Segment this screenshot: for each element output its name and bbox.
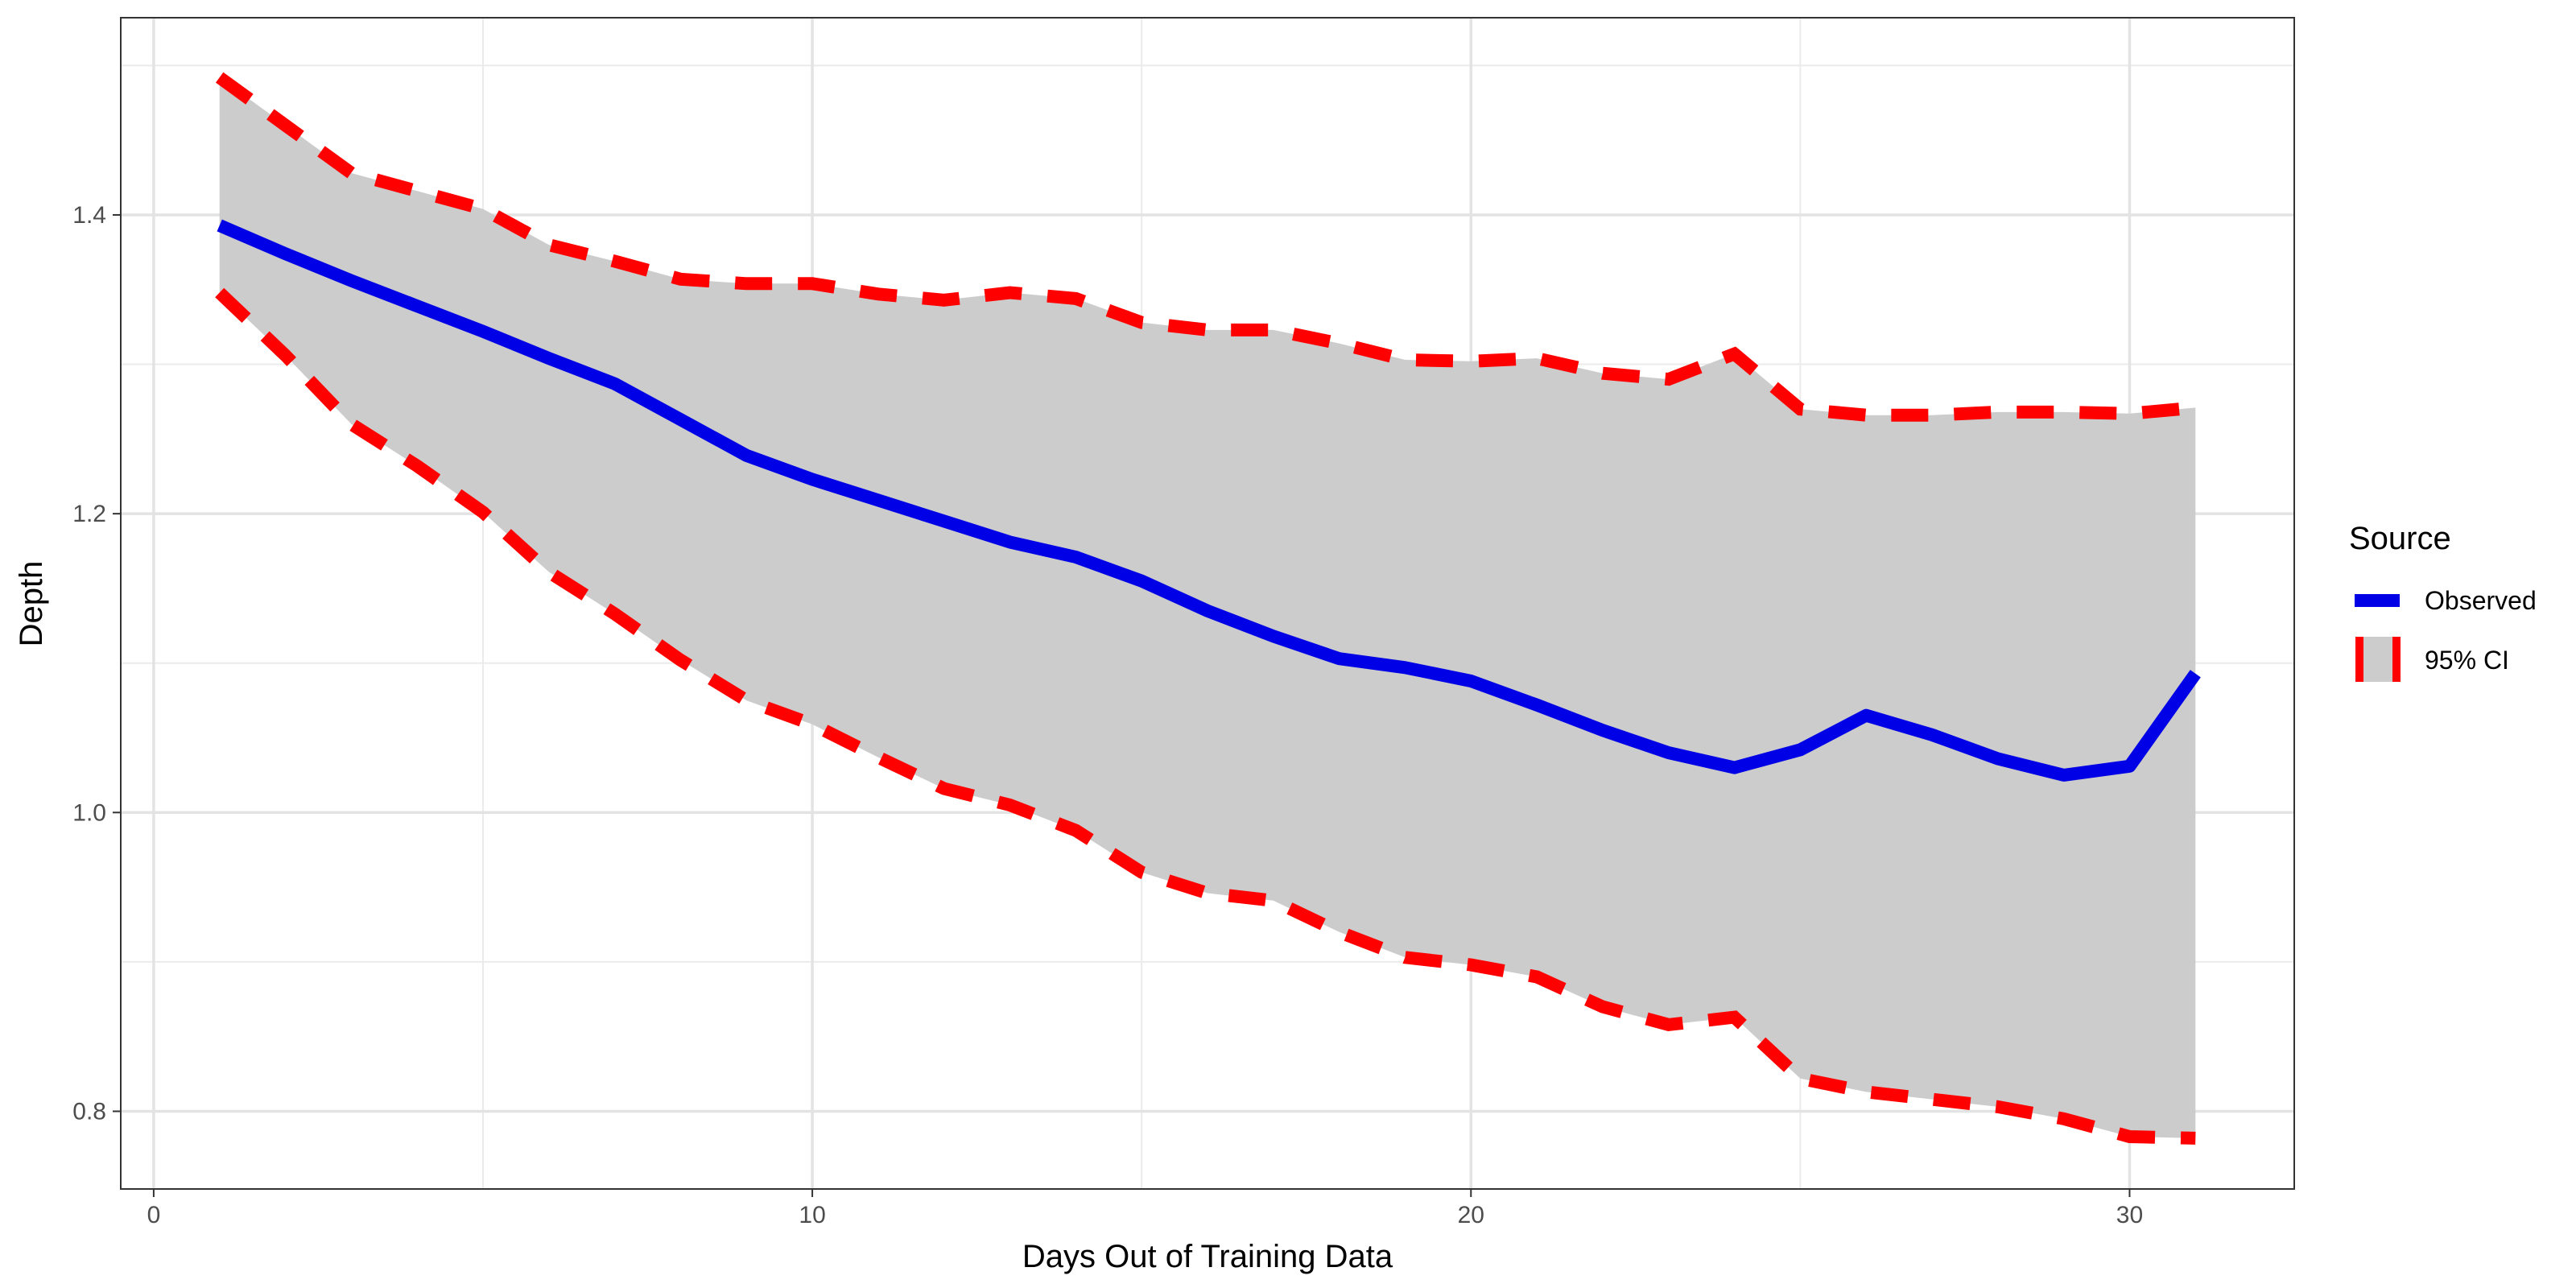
x-tick-label: 10 xyxy=(799,1202,825,1228)
y-tick-label: 1.4 xyxy=(72,202,106,229)
legend-label-observed: Observed xyxy=(2425,586,2537,615)
x-tick-label: 0 xyxy=(147,1202,161,1228)
legend: Source Observed 95% CI xyxy=(2349,521,2537,682)
y-tick-label: 1.2 xyxy=(72,501,106,527)
plot-panel-border xyxy=(120,17,2295,1190)
legend-item-ci: 95% CI xyxy=(2355,637,2509,682)
y-tick-label: 0.8 xyxy=(72,1098,106,1125)
legend-title: Source xyxy=(2349,521,2451,556)
y-axis: 0.8 1.0 1.2 1.4 xyxy=(72,202,121,1125)
y-tick-label: 1.0 xyxy=(72,799,106,826)
observed-line xyxy=(217,219,2201,782)
x-axis: 0 10 20 30 xyxy=(147,1189,2143,1228)
y-axis-title: Depth xyxy=(14,561,49,647)
x-axis-title: Days Out of Training Data xyxy=(1022,1239,1393,1274)
x-tick-label: 20 xyxy=(1458,1202,1484,1228)
legend-label-ci: 95% CI xyxy=(2425,646,2509,675)
x-tick-label: 30 xyxy=(2116,1202,2143,1228)
legend-item-observed: Observed xyxy=(2355,586,2537,615)
